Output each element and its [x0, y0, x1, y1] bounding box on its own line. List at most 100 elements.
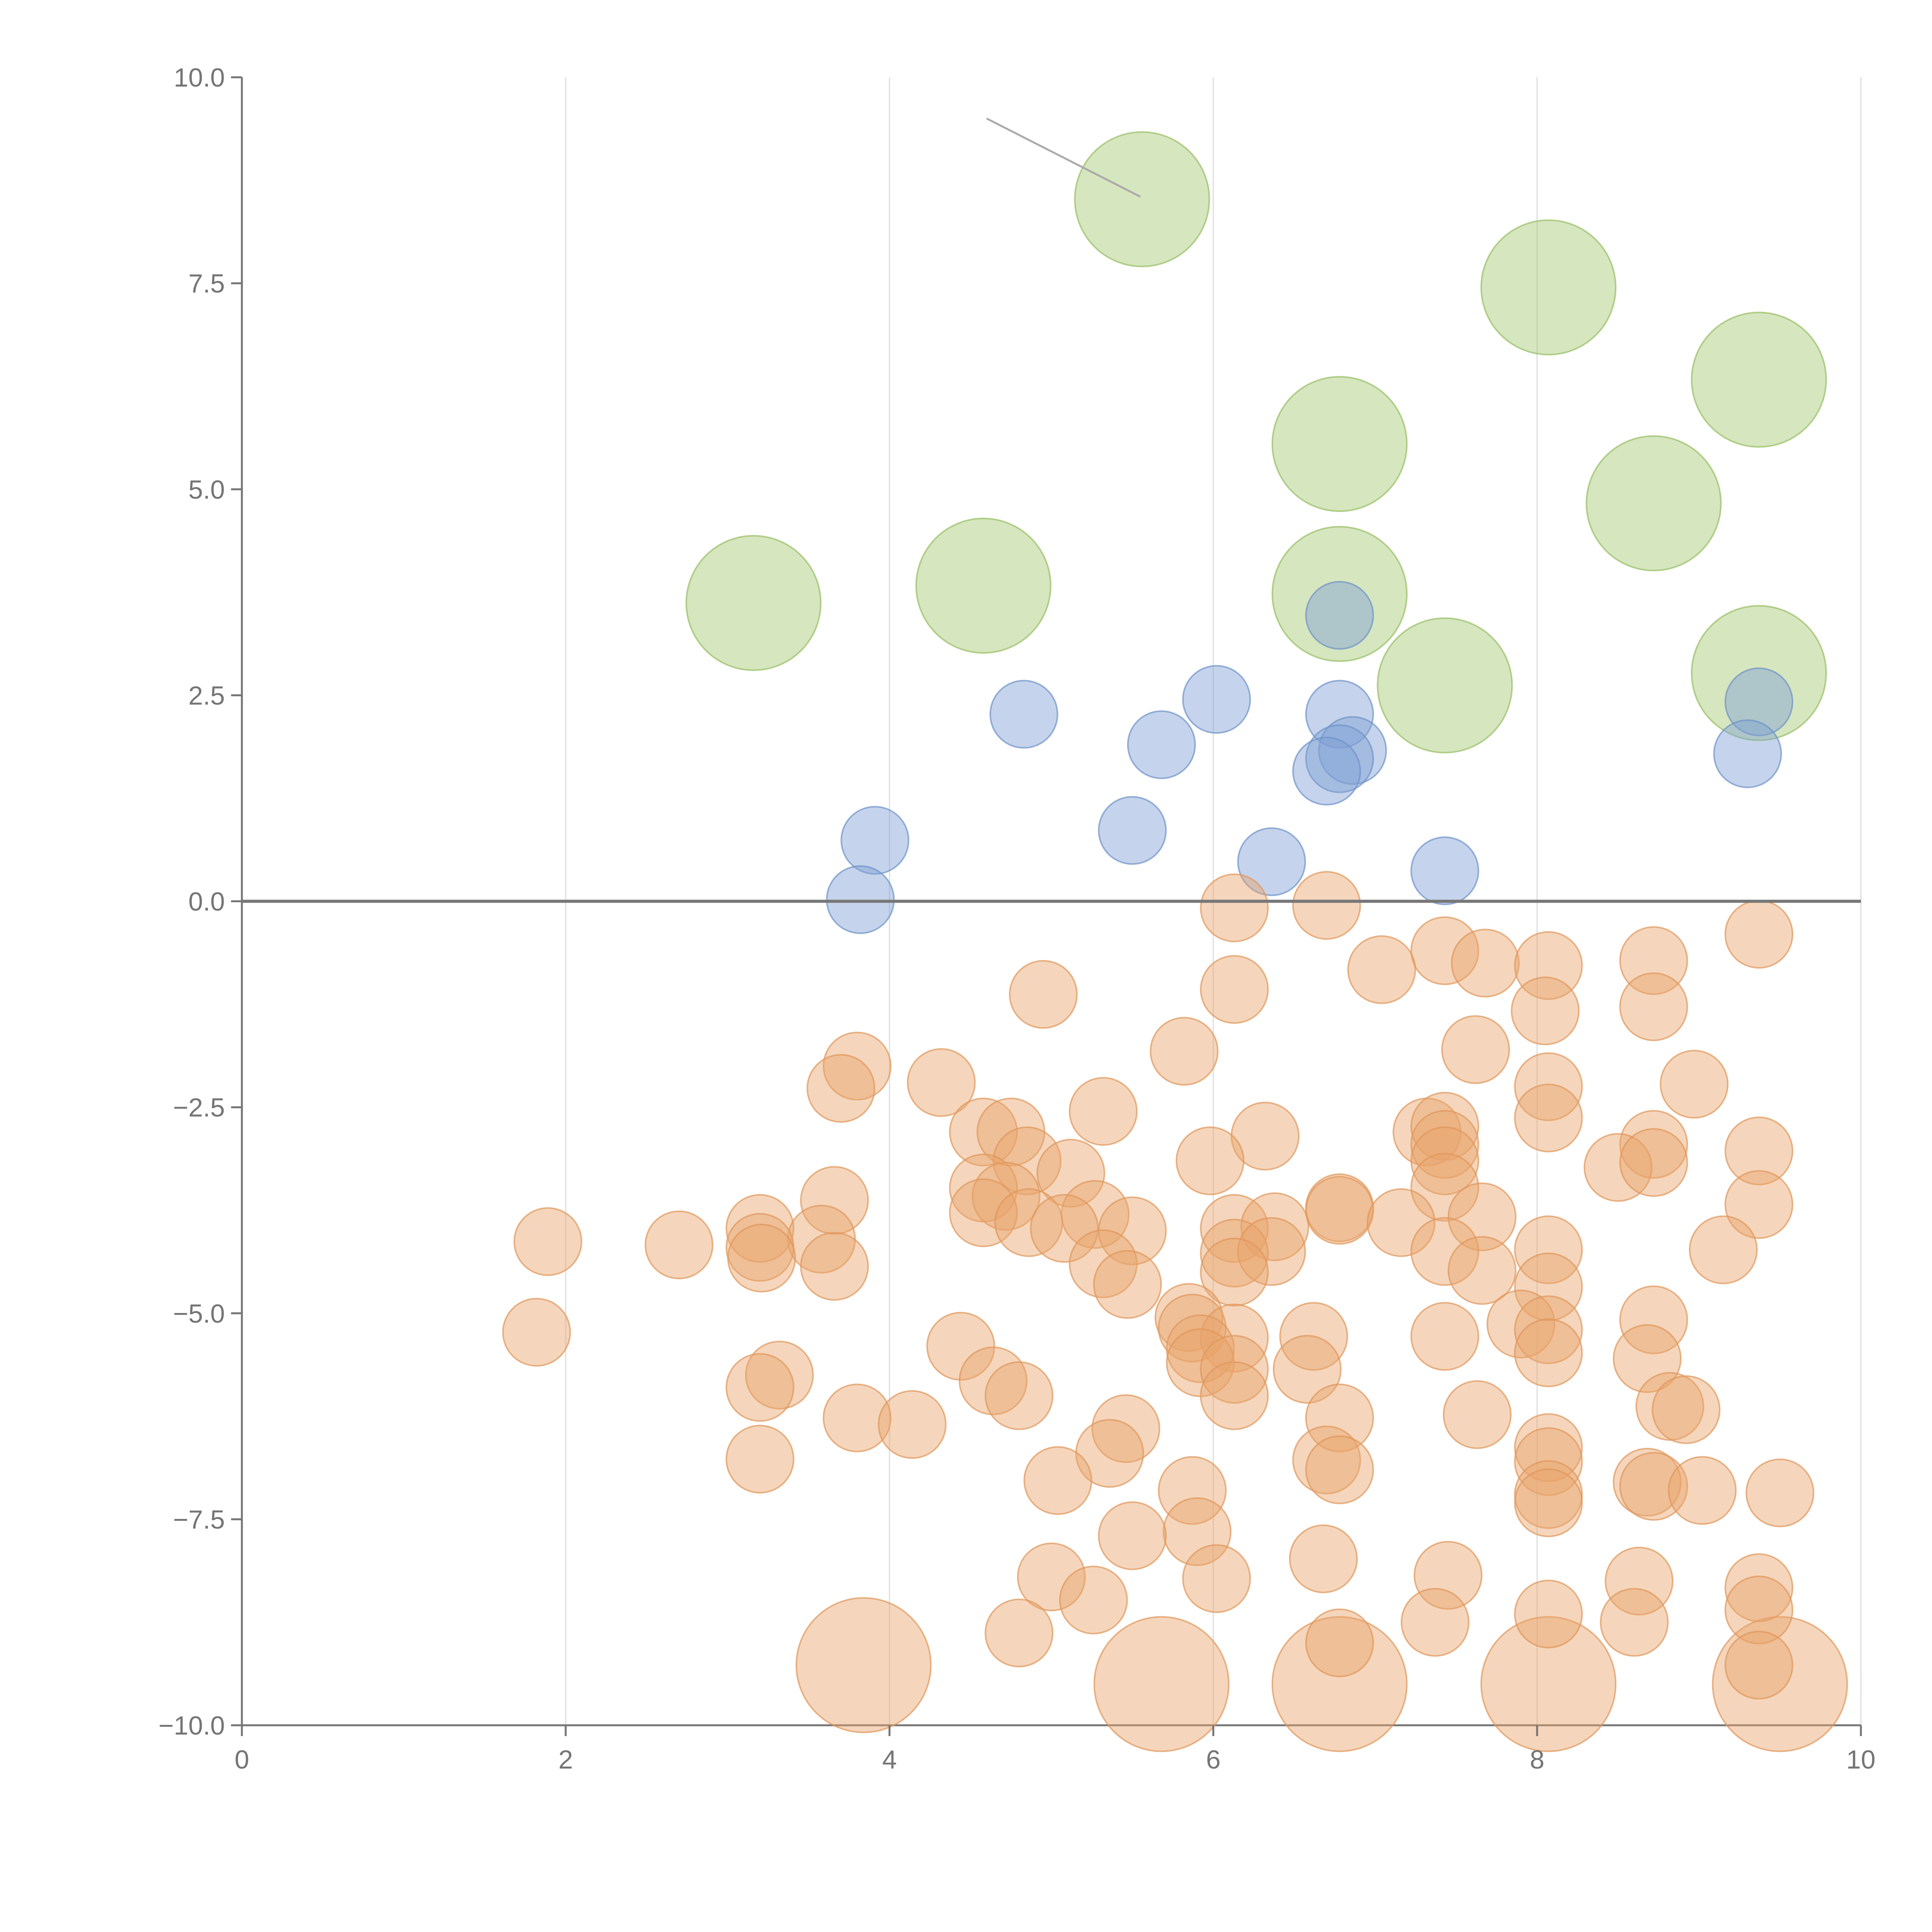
data-point-orange	[1600, 1588, 1669, 1657]
y-tick-label: −2.5	[173, 1093, 225, 1122]
data-point-green	[915, 517, 1052, 654]
data-point-orange	[1200, 1361, 1269, 1430]
data-point-orange	[1514, 931, 1583, 1000]
data-point-orange	[1441, 1015, 1510, 1084]
data-point-orange	[800, 1166, 869, 1235]
data-point-orange	[1158, 1294, 1227, 1363]
data-point-orange	[1347, 935, 1416, 1004]
data-point-orange	[1163, 1497, 1232, 1566]
data-point-orange	[1725, 1631, 1794, 1700]
data-point-green	[1377, 617, 1513, 753]
data-point-orange	[1510, 976, 1580, 1046]
data-point-orange	[1273, 1335, 1342, 1404]
data-point-orange	[1514, 1318, 1583, 1388]
data-point-blue	[1725, 667, 1794, 736]
data-point-orange	[1410, 916, 1480, 985]
data-point-orange	[1075, 1419, 1144, 1488]
data-point-orange	[1447, 1236, 1517, 1305]
data-point-orange	[1175, 1126, 1245, 1196]
data-point-orange	[1200, 1335, 1269, 1404]
data-point-orange	[1289, 1524, 1358, 1594]
data-point-orange	[1305, 1383, 1374, 1452]
data-point-orange	[926, 1312, 995, 1381]
data-point-orange	[1240, 1192, 1310, 1261]
y-tick-label: −7.5	[173, 1505, 225, 1534]
data-point-orange	[1660, 1049, 1729, 1119]
x-tick-label: 6	[1206, 1745, 1221, 1774]
data-point-orange	[800, 1232, 869, 1301]
data-point-orange	[1305, 1176, 1374, 1245]
data-point-orange	[1059, 1565, 1128, 1634]
data-point-orange	[502, 1298, 571, 1367]
data-point-orange	[985, 1599, 1054, 1668]
data-points	[502, 131, 1848, 1752]
data-point-orange	[1514, 1252, 1583, 1321]
data-point-blue	[840, 806, 910, 875]
data-point-orange	[1237, 1217, 1306, 1286]
data-point-orange	[1745, 1458, 1815, 1527]
data-point-green	[1691, 311, 1827, 448]
annotation-leader-line	[986, 117, 1141, 198]
y-tick-label: 7.5	[188, 269, 225, 298]
data-point-orange	[993, 1126, 1062, 1196]
data-point-blue	[1305, 680, 1374, 749]
data-point-orange	[1668, 1456, 1737, 1525]
data-point-blue	[1237, 827, 1306, 896]
x-tick-label: 8	[1530, 1745, 1544, 1774]
data-point-orange-large	[1712, 1616, 1848, 1752]
data-point-orange	[1413, 1541, 1483, 1610]
data-point-orange	[1093, 1250, 1162, 1319]
data-point-orange	[1069, 1229, 1138, 1298]
data-point-orange	[1292, 1425, 1361, 1495]
data-point-green	[1271, 526, 1408, 662]
data-point-blue	[1098, 796, 1167, 865]
data-point-orange	[725, 1353, 794, 1422]
data-point-orange	[1200, 1219, 1269, 1288]
data-point-orange	[1725, 1553, 1794, 1622]
data-point-orange	[1486, 1289, 1556, 1359]
data-point-orange	[1514, 1215, 1583, 1284]
data-point-orange	[1619, 1285, 1688, 1354]
y-tick-label: 0.0	[188, 887, 225, 917]
data-point-orange	[1514, 1295, 1583, 1364]
data-point-orange	[1166, 1314, 1235, 1383]
data-point-blue	[1410, 836, 1480, 905]
data-point-orange	[1410, 1153, 1480, 1222]
data-point-orange	[1069, 1077, 1138, 1146]
data-point-green	[1480, 219, 1617, 355]
data-point-orange	[1410, 1217, 1480, 1286]
data-point-orange-large	[1271, 1616, 1408, 1752]
data-point-orange	[1514, 1460, 1583, 1529]
data-point-orange	[1451, 929, 1520, 998]
data-point-orange	[1442, 1380, 1512, 1449]
data-point-orange	[1651, 1375, 1721, 1444]
data-point-orange	[1612, 1447, 1682, 1517]
data-point-orange	[1200, 1194, 1269, 1263]
data-point-orange	[1619, 1110, 1688, 1179]
data-point-blue	[1127, 710, 1196, 779]
data-point-orange	[949, 1178, 1018, 1247]
data-point-orange	[1401, 1588, 1470, 1657]
data-point-orange	[1009, 960, 1078, 1029]
data-point-green	[685, 535, 822, 671]
data-point-orange	[1514, 1413, 1583, 1482]
data-point-orange	[1292, 871, 1361, 940]
data-point-orange	[1447, 1182, 1517, 1252]
data-point-orange	[645, 1210, 714, 1279]
data-point-orange	[907, 1048, 976, 1117]
data-point-blue	[1292, 736, 1361, 806]
data-point-blue	[989, 680, 1058, 749]
data-point-orange	[745, 1340, 814, 1410]
x-tick-label: 10	[1846, 1745, 1876, 1774]
data-point-orange	[1017, 1543, 1086, 1612]
data-point-orange-large	[795, 1597, 932, 1733]
data-point-orange	[1514, 1083, 1583, 1153]
y-tick-label: 10.0	[174, 63, 225, 92]
data-point-orange	[985, 1361, 1054, 1430]
data-point-orange	[806, 1054, 876, 1123]
y-tick-label: 5.0	[188, 475, 225, 504]
data-point-orange	[1030, 1194, 1099, 1263]
data-point-orange-large	[1480, 1616, 1617, 1752]
data-point-orange	[1231, 1102, 1300, 1171]
